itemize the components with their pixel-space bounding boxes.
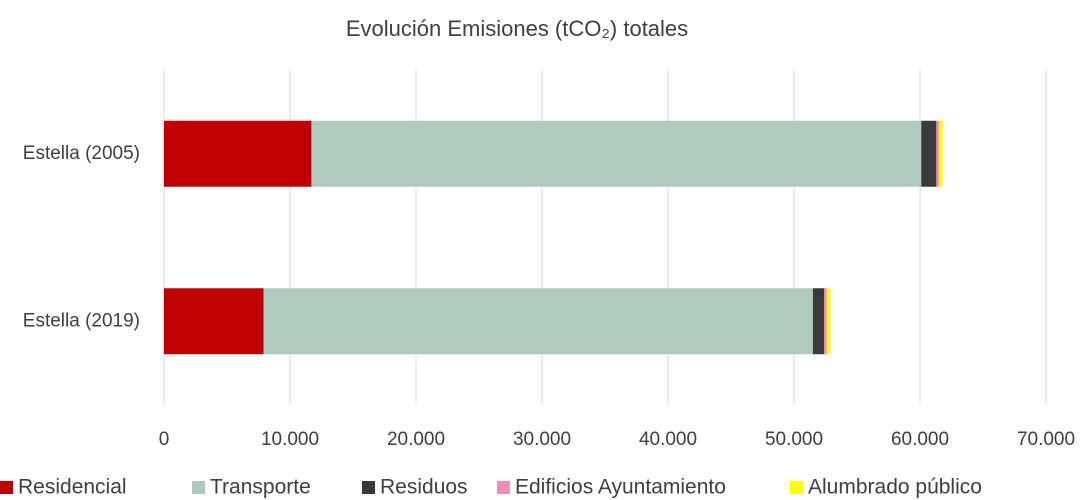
legend-swatch	[790, 481, 803, 494]
bar-segment	[826, 288, 831, 355]
y-tick-label: Estella (2019)	[23, 310, 140, 331]
bar-segment	[938, 120, 943, 187]
x-tick-label: 30.000	[513, 429, 571, 450]
bar-segment	[824, 288, 827, 355]
legend-swatch	[497, 481, 510, 494]
y-tick-label: Estella (2005)	[23, 143, 140, 164]
bar-segment	[263, 288, 813, 355]
bar-segment	[164, 288, 264, 355]
bar-segment	[921, 120, 937, 187]
bar-segment	[164, 120, 312, 187]
x-tick-label: 50.000	[765, 429, 823, 450]
legend-swatch	[0, 481, 13, 494]
bar-segment	[936, 120, 939, 187]
x-tick-label: 40.000	[639, 429, 697, 450]
legend-label: Alumbrado público	[808, 476, 982, 499]
bar-segment	[311, 120, 922, 187]
x-tick-label: 60.000	[891, 429, 949, 450]
legend-label: Residencial	[18, 476, 127, 499]
bar-segment	[812, 288, 825, 355]
x-tick-label: 0	[159, 429, 170, 450]
legend-label: Residuos	[380, 476, 468, 499]
chart-title: Evolución Emisiones (tCO₂) totales	[346, 16, 688, 41]
legend-label: Transporte	[210, 476, 311, 499]
x-tick-label: 70.000	[1017, 429, 1075, 450]
legend-swatch	[362, 481, 375, 494]
x-tick-label: 10.000	[261, 429, 319, 450]
legend-label: Edificios Ayuntamiento	[515, 476, 726, 499]
legend-swatch	[192, 481, 205, 494]
x-tick-label: 20.000	[387, 429, 445, 450]
